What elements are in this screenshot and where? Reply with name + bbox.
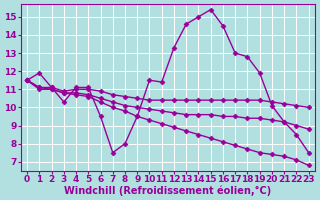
X-axis label: Windchill (Refroidissement éolien,°C): Windchill (Refroidissement éolien,°C)	[64, 185, 271, 196]
